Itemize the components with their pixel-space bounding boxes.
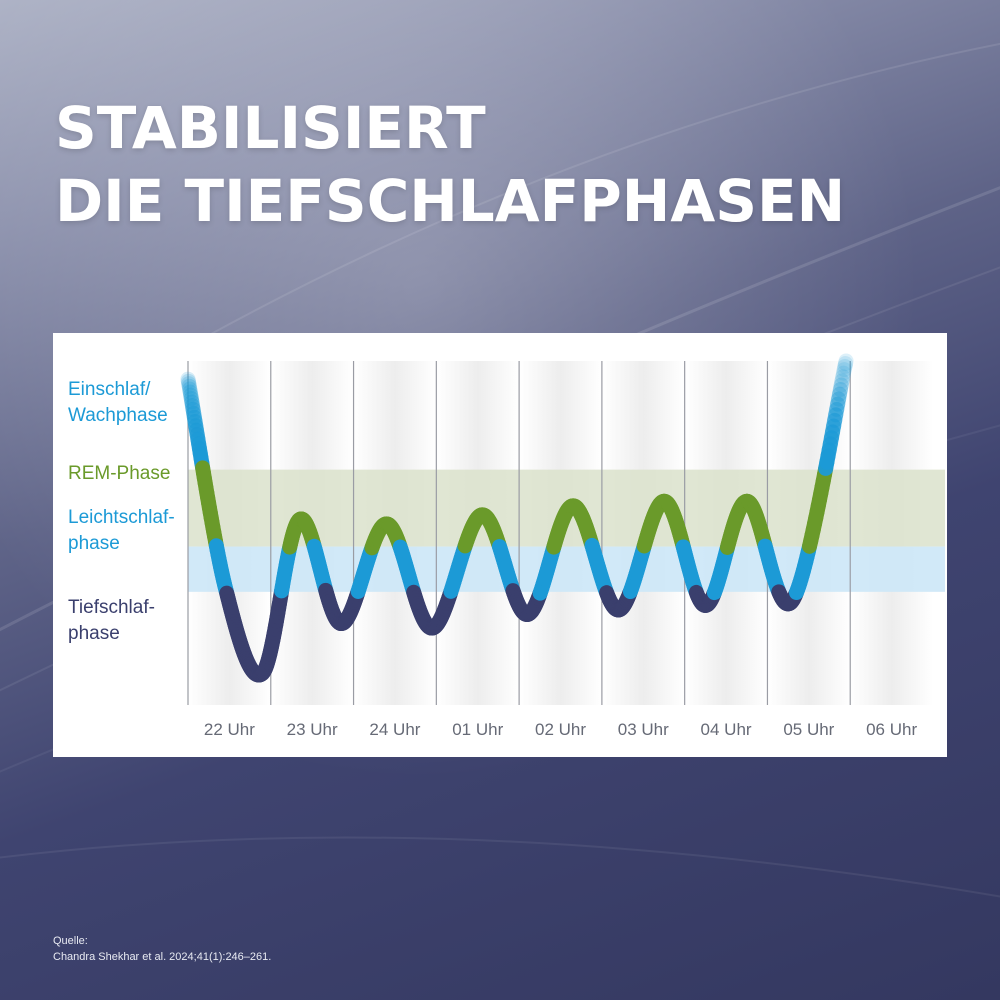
x-tick-label: 05 Uhr: [783, 720, 834, 739]
headline-line-1: STABILISIERT: [55, 94, 486, 162]
phase-label-rem: REM-Phase: [68, 463, 171, 484]
chart-card: 22 Uhr 23 Uhr 24 Uhr 01 Uhr 02 Uhr 03 Uhr 04 U…: [53, 333, 947, 757]
headline: STABILISIERT DIE TIEFSCHLAFPHASEN: [55, 92, 845, 238]
x-tick-label: 01 Uhr: [452, 720, 503, 739]
sleep-curve-segment: [829, 396, 846, 417]
phase-label-wake: Einschlaf/ Wachphase: [68, 379, 168, 426]
sleep-curve-segment: [837, 356, 854, 374]
sleep-curve-segment: [184, 394, 200, 414]
sleep-curve-segment: [827, 407, 844, 428]
phase-label-deep: Tiefschlaf- phase: [68, 597, 155, 644]
x-tick-label: 23 Uhr: [287, 720, 338, 739]
sleep-curve-segment: [183, 387, 199, 407]
sleep-curve-segment: [835, 365, 852, 385]
sleep-curve-segment: [831, 386, 848, 407]
source-citation: Chandra Shekhar et al. 2024;41(1):246–26…: [53, 951, 272, 963]
x-tick-label: 03 Uhr: [618, 720, 669, 739]
x-tick-label: 22 Uhr: [204, 720, 255, 739]
phase-label-light: Leichtschlaf- phase: [68, 507, 175, 554]
x-tick-label: 24 Uhr: [369, 720, 420, 739]
sleep-curve-segment: [832, 381, 848, 402]
light-sleep-band: [188, 546, 945, 592]
sleep-curve-segment: [183, 391, 200, 410]
x-tick-label: 06 Uhr: [866, 720, 917, 739]
sleep-curve-segment: [828, 401, 845, 423]
sleep-phase-chart: 22 Uhr 23 Uhr 24 Uhr 01 Uhr 02 Uhr 03 Uhr 04 U…: [180, 353, 945, 739]
headline-line-2: DIE TIEFSCHLAFPHASEN: [55, 167, 846, 235]
sleep-curve-segment: [838, 353, 854, 372]
source-label: Quelle:: [53, 935, 88, 947]
sleep-curve-segment: [184, 398, 201, 417]
sleep-curve-segment: [833, 373, 850, 393]
source-note: Quelle: Chandra Shekhar et al. 2024;41(1…: [53, 933, 271, 965]
sleep-curve-segment: [182, 384, 199, 403]
x-tick-label: 04 Uhr: [701, 720, 752, 739]
sleep-curve-segment: [836, 362, 852, 381]
sleep-curve-segment: [830, 391, 847, 412]
x-tick-label: 02 Uhr: [535, 720, 586, 739]
sleep-curve-segment: [834, 369, 851, 389]
sleep-curve-segment: [832, 377, 849, 397]
sleep-curve-segment: [836, 358, 853, 378]
